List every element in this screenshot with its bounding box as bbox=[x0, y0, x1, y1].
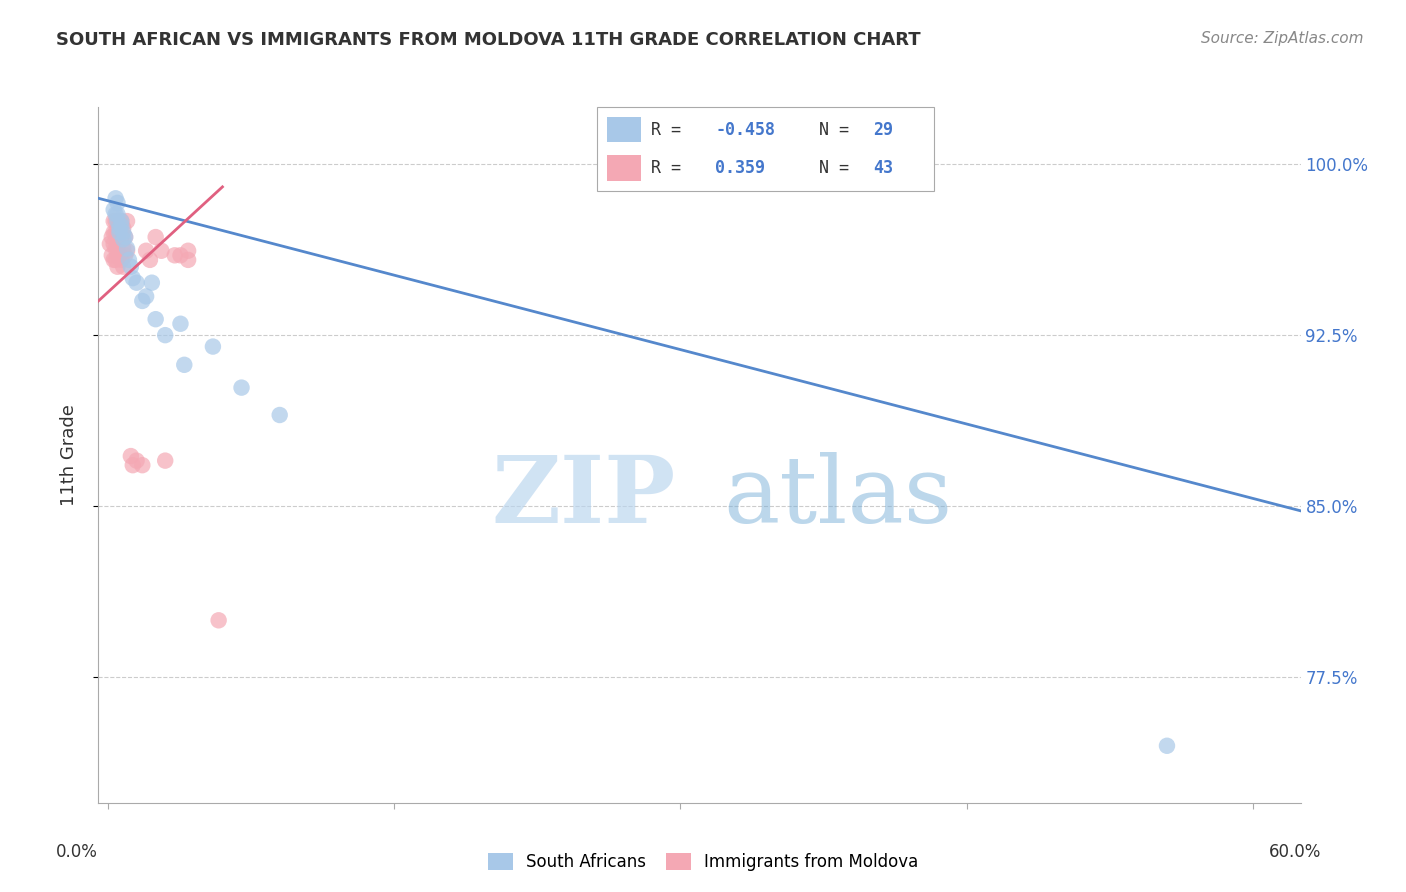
Point bbox=[107, 214, 129, 228]
Text: SOUTH AFRICAN VS IMMIGRANTS FROM MOLDOVA 11TH GRADE CORRELATION CHART: SOUTH AFRICAN VS IMMIGRANTS FROM MOLDOVA… bbox=[56, 31, 921, 49]
Point bbox=[1156, 739, 1178, 753]
Point bbox=[104, 226, 127, 240]
Text: 0.0%: 0.0% bbox=[56, 843, 98, 861]
Point bbox=[163, 248, 186, 262]
Point bbox=[208, 613, 231, 627]
Point bbox=[115, 242, 138, 256]
Point bbox=[107, 214, 129, 228]
Legend: South Africans, Immigrants from Moldova: South Africans, Immigrants from Moldova bbox=[479, 845, 927, 880]
Point bbox=[118, 252, 141, 267]
Point bbox=[104, 242, 127, 256]
Point bbox=[201, 340, 224, 354]
Point bbox=[104, 191, 127, 205]
Point bbox=[169, 248, 191, 262]
Point bbox=[110, 230, 132, 244]
Y-axis label: 11th Grade: 11th Grade bbox=[59, 404, 77, 506]
Point bbox=[150, 244, 173, 258]
Point bbox=[98, 236, 121, 251]
Point bbox=[145, 230, 167, 244]
Point bbox=[108, 248, 131, 262]
Point bbox=[110, 214, 132, 228]
Point bbox=[114, 248, 136, 262]
Point bbox=[107, 260, 129, 274]
Text: Source: ZipAtlas.com: Source: ZipAtlas.com bbox=[1201, 31, 1364, 46]
Point bbox=[103, 236, 125, 251]
Point bbox=[112, 242, 135, 256]
Point bbox=[269, 408, 291, 422]
Point bbox=[103, 202, 125, 217]
Point bbox=[103, 252, 125, 267]
Point bbox=[104, 207, 127, 221]
Point bbox=[135, 289, 157, 303]
Point bbox=[104, 214, 127, 228]
Point bbox=[120, 449, 142, 463]
Point bbox=[107, 248, 129, 262]
Point bbox=[103, 226, 125, 240]
Point bbox=[115, 214, 138, 228]
Point bbox=[131, 293, 153, 308]
Text: 60.0%: 60.0% bbox=[1270, 843, 1322, 861]
Point bbox=[107, 195, 129, 210]
Point bbox=[155, 328, 177, 343]
Point bbox=[155, 453, 177, 467]
Point bbox=[112, 260, 135, 274]
Point bbox=[145, 312, 167, 326]
Point bbox=[139, 252, 162, 267]
Point bbox=[115, 244, 138, 258]
Point bbox=[110, 214, 132, 228]
Point bbox=[131, 458, 153, 473]
Point bbox=[120, 260, 142, 274]
Point bbox=[169, 317, 191, 331]
Point bbox=[108, 214, 131, 228]
Point bbox=[108, 221, 131, 235]
Point bbox=[110, 252, 132, 267]
Point bbox=[103, 214, 125, 228]
Point bbox=[104, 252, 127, 267]
Point bbox=[114, 230, 136, 244]
Point bbox=[101, 248, 124, 262]
Point bbox=[121, 458, 143, 473]
Point bbox=[112, 221, 135, 235]
Point bbox=[177, 252, 200, 267]
Point bbox=[121, 271, 143, 285]
Point bbox=[177, 244, 200, 258]
Point bbox=[125, 276, 148, 290]
Point bbox=[135, 244, 157, 258]
Point bbox=[112, 226, 135, 240]
Point bbox=[108, 226, 131, 240]
Point bbox=[107, 207, 129, 221]
Point bbox=[107, 226, 129, 240]
Point bbox=[107, 236, 129, 251]
Point bbox=[114, 230, 136, 244]
Point bbox=[108, 226, 131, 240]
Point bbox=[231, 381, 253, 395]
Point bbox=[110, 219, 132, 233]
Point bbox=[112, 232, 135, 246]
Point bbox=[125, 453, 148, 467]
Point bbox=[101, 230, 124, 244]
Point bbox=[173, 358, 195, 372]
Point bbox=[141, 276, 163, 290]
Text: ZIP: ZIP bbox=[491, 451, 675, 541]
Text: atlas: atlas bbox=[724, 451, 953, 541]
